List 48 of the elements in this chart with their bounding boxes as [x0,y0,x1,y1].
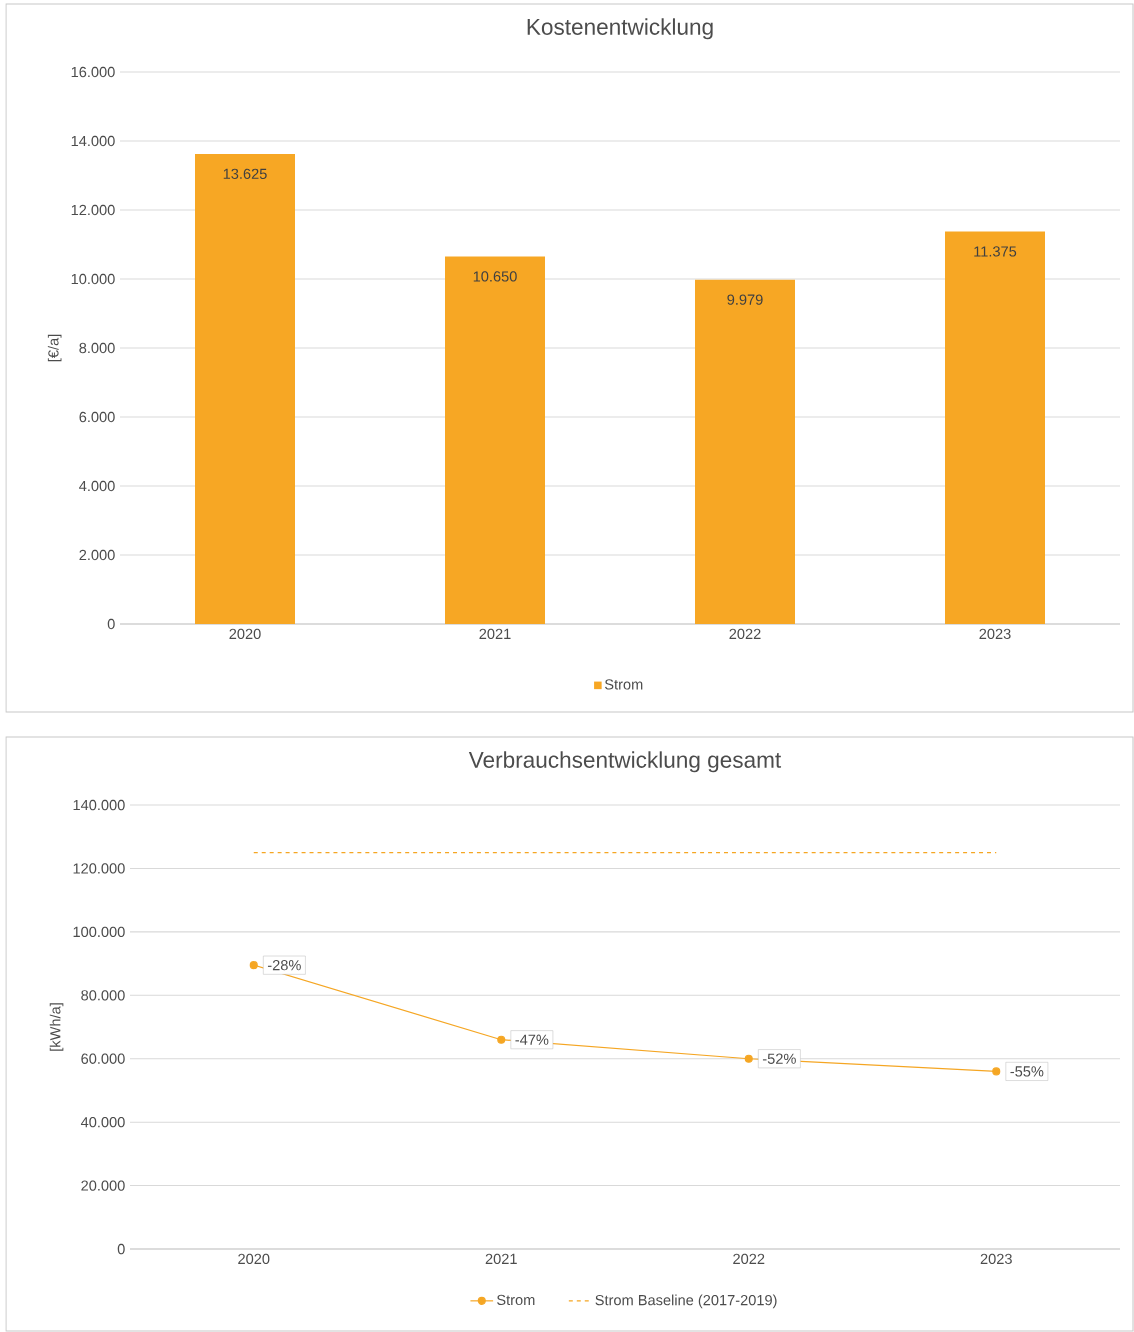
x-tick-label: 2022 [729,628,761,640]
legend-label: Strom Baseline (2017-2019) [595,1294,777,1309]
chart-title: Verbrauchsentwicklung gesamt [468,751,782,773]
x-tick-label: 2022 [733,1253,765,1265]
y-tick-label: 60.000 [81,1053,125,1064]
annotation: -47% [515,1034,549,1045]
x-tick-label: 2023 [980,1253,1012,1265]
bar [195,153,295,625]
y-tick-label: 10.000 [71,273,115,285]
y-tick-label: 8.000 [79,342,115,354]
x-tick-label: 2021 [479,628,511,640]
point [744,1054,753,1063]
y-tick-label: 14.000 [71,135,115,147]
point [249,961,258,970]
annotation: -52% [762,1053,796,1064]
y-axis-title: [kWh/a] [49,1003,64,1051]
data-label: 13.625 [223,168,267,179]
data-label: 9.979 [727,294,763,305]
x-tick-label: 2023 [979,628,1011,640]
annotation: -55% [1010,1066,1044,1077]
y-tick-label: 2.000 [79,549,115,561]
bar [695,279,796,625]
legend-label: Strom [497,1294,535,1306]
y-tick-label: 0 [117,1243,125,1255]
y-tick-label: 140.000 [73,799,125,811]
chart-title: Kostenentwicklung [527,18,713,40]
point [497,1035,506,1044]
x-tick-label: 2021 [485,1253,517,1265]
y-axis-title: [€/a] [47,334,62,362]
x-tick-label: 2020 [238,1253,270,1265]
bar [945,231,1046,625]
y-tick-label: 120.000 [73,863,125,874]
x-tick-label: 2020 [229,628,261,640]
data-label: 11.375 [974,246,1017,257]
y-tick-label: 40.000 [80,1117,125,1128]
y-tick-label: 12.000 [71,204,115,216]
point [992,1067,1001,1076]
y-tick-label: 100.000 [73,926,125,938]
y-tick-label: 4.000 [79,480,115,492]
y-tick-label: 16.000 [71,66,115,78]
annotation: -28% [267,960,301,971]
data-label: 10.650 [473,271,517,282]
y-tick-label: 6.000 [79,411,115,423]
y-tick-label: 20.000 [81,1180,125,1191]
y-tick-label: 0 [107,618,115,630]
legend-label: Strom [604,679,643,690]
bar [445,256,546,625]
y-tick-label: 80.000 [81,990,125,1001]
